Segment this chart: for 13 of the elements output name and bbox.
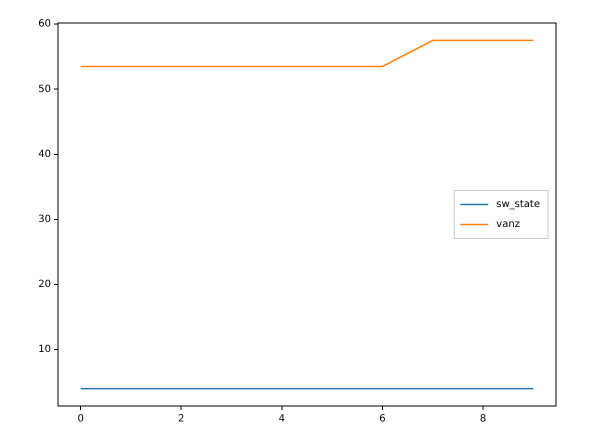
y-tick-label: 50 [38, 84, 51, 95]
legend-label: sw_state [496, 199, 540, 210]
y-tick-label: 30 [38, 214, 51, 225]
y-tick-label: 20 [38, 279, 51, 290]
x-tick-label: 0 [77, 414, 84, 425]
x-tick-label: 8 [480, 414, 486, 425]
y-tick-label: 60 [38, 18, 51, 30]
legend-label: vanz [496, 219, 520, 230]
x-tick-label: 6 [379, 414, 386, 425]
x-tick-label: 4 [278, 414, 286, 425]
y-tick-label: 40 [38, 148, 51, 160]
y-tick-label: 10 [38, 344, 51, 356]
x-tick-label: 2 [178, 414, 184, 425]
